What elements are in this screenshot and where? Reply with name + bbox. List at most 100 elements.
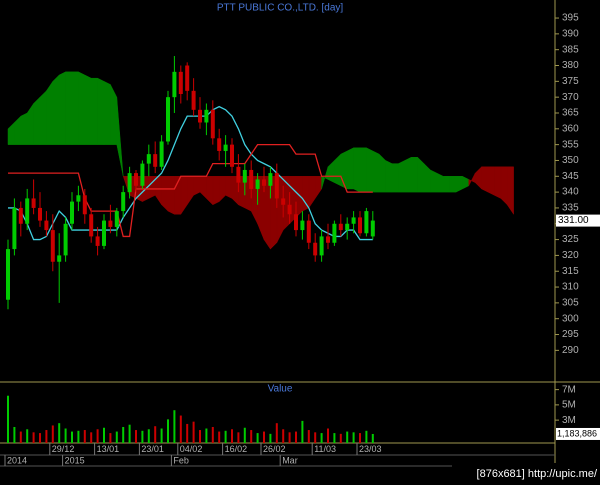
cloud-segment (52, 74, 60, 145)
candle-body (236, 166, 241, 183)
candle-body (204, 109, 209, 123)
candle-body (44, 220, 49, 231)
candle-body (185, 65, 190, 91)
candle-body (172, 71, 177, 98)
volume-bar (135, 430, 137, 443)
candle-body (230, 144, 234, 167)
candle-body (281, 198, 286, 205)
cloud-segment (116, 97, 124, 177)
x-tick-label: 11/03 (314, 444, 336, 454)
cloud-segment (410, 157, 418, 193)
period-label: Feb (173, 455, 189, 465)
cloud-segment (33, 96, 41, 145)
volume-bar (275, 423, 278, 443)
candle-body (159, 141, 164, 167)
candle-body (268, 173, 273, 186)
y-tick-label: 295 (562, 329, 579, 340)
period-label: Mar (282, 455, 298, 465)
candle-body (95, 236, 100, 246)
volume-bar (45, 430, 48, 443)
candle-body (25, 198, 30, 224)
candle-body (300, 220, 305, 231)
volume-bar (58, 423, 61, 443)
y-tick-label: 345 (562, 171, 579, 182)
volume-bar (224, 430, 227, 443)
cloud-segment (90, 77, 98, 145)
cloud-segment (442, 176, 450, 193)
candle-body (153, 154, 158, 167)
volume-bar (7, 395, 9, 443)
watermark: [876x681] http://upic.me/ (477, 468, 598, 480)
candle-body (345, 223, 350, 231)
candle-body (274, 173, 279, 199)
volume-bar (160, 428, 163, 443)
y-tick-label: 380 (562, 60, 579, 71)
cloud-segment (359, 147, 367, 193)
candle-body (198, 109, 202, 123)
cloud-segment (378, 153, 386, 193)
y-tick-label: 300 (562, 313, 579, 324)
cloud-segment (430, 169, 438, 193)
candle-body (121, 192, 126, 212)
volume-bar (147, 429, 150, 443)
candle-body (338, 223, 343, 231)
y-tick-label: 3M (562, 415, 576, 426)
candle-body (191, 90, 196, 110)
y-tick-label: 390 (562, 29, 579, 40)
volume-bar (141, 430, 144, 443)
volume-bar (154, 426, 157, 443)
cloud-segment (212, 176, 220, 206)
x-tick-label: 04/02 (180, 444, 203, 454)
cloud-segment (506, 166, 514, 216)
cloud-segment (167, 176, 175, 215)
candle-body (358, 217, 362, 234)
y-tick-label: 395 (562, 13, 579, 24)
volume-bar (352, 432, 355, 443)
volume-bar (109, 433, 112, 443)
volume-bar (32, 432, 35, 443)
volume-bar (167, 419, 169, 443)
volume-bar (205, 428, 208, 443)
price-marker-label: 331.00 (558, 215, 589, 226)
x-tick-label: 13/01 (97, 444, 120, 454)
cloud-segment (494, 166, 502, 199)
cloud-segment (391, 163, 399, 193)
volume-bar (186, 423, 189, 443)
candle-body (242, 169, 247, 183)
volume-bar (327, 428, 329, 443)
volume-bar (320, 433, 323, 443)
price-marker-box (556, 214, 600, 227)
volume-bar (295, 431, 297, 443)
y-tick-label: 290 (562, 345, 579, 356)
y-tick-label: 360 (562, 123, 579, 134)
volume-bar (71, 431, 73, 443)
y-tick-label: 310 (562, 282, 579, 293)
candle-body (108, 220, 113, 227)
candle-body (146, 154, 151, 164)
candle-body (50, 230, 55, 262)
volume-marker-box (556, 427, 600, 440)
candle-body (351, 217, 356, 224)
candle-body (6, 249, 10, 300)
cloud-segment (487, 166, 495, 196)
y-tick-label: 315 (562, 266, 579, 277)
x-tick-label: 23/01 (141, 444, 164, 454)
volume-bar (218, 431, 221, 443)
volume-bar (90, 432, 93, 443)
cloud-segment (417, 156, 425, 193)
volume-title: Value (268, 384, 293, 395)
candle-body (287, 204, 292, 215)
period-label: 2015 (65, 455, 85, 465)
y-tick-label: 325 (562, 234, 579, 245)
cloud-segment (58, 71, 66, 145)
y-tick-label: 5M (562, 400, 576, 411)
y-tick-label: 340 (562, 187, 579, 198)
volume-bar (26, 429, 29, 443)
cloud-segment (500, 166, 508, 206)
volume-bar (128, 424, 131, 443)
x-tick-label: 16/02 (225, 444, 248, 454)
volume-bar (13, 426, 16, 443)
cloud-segment (404, 156, 412, 193)
